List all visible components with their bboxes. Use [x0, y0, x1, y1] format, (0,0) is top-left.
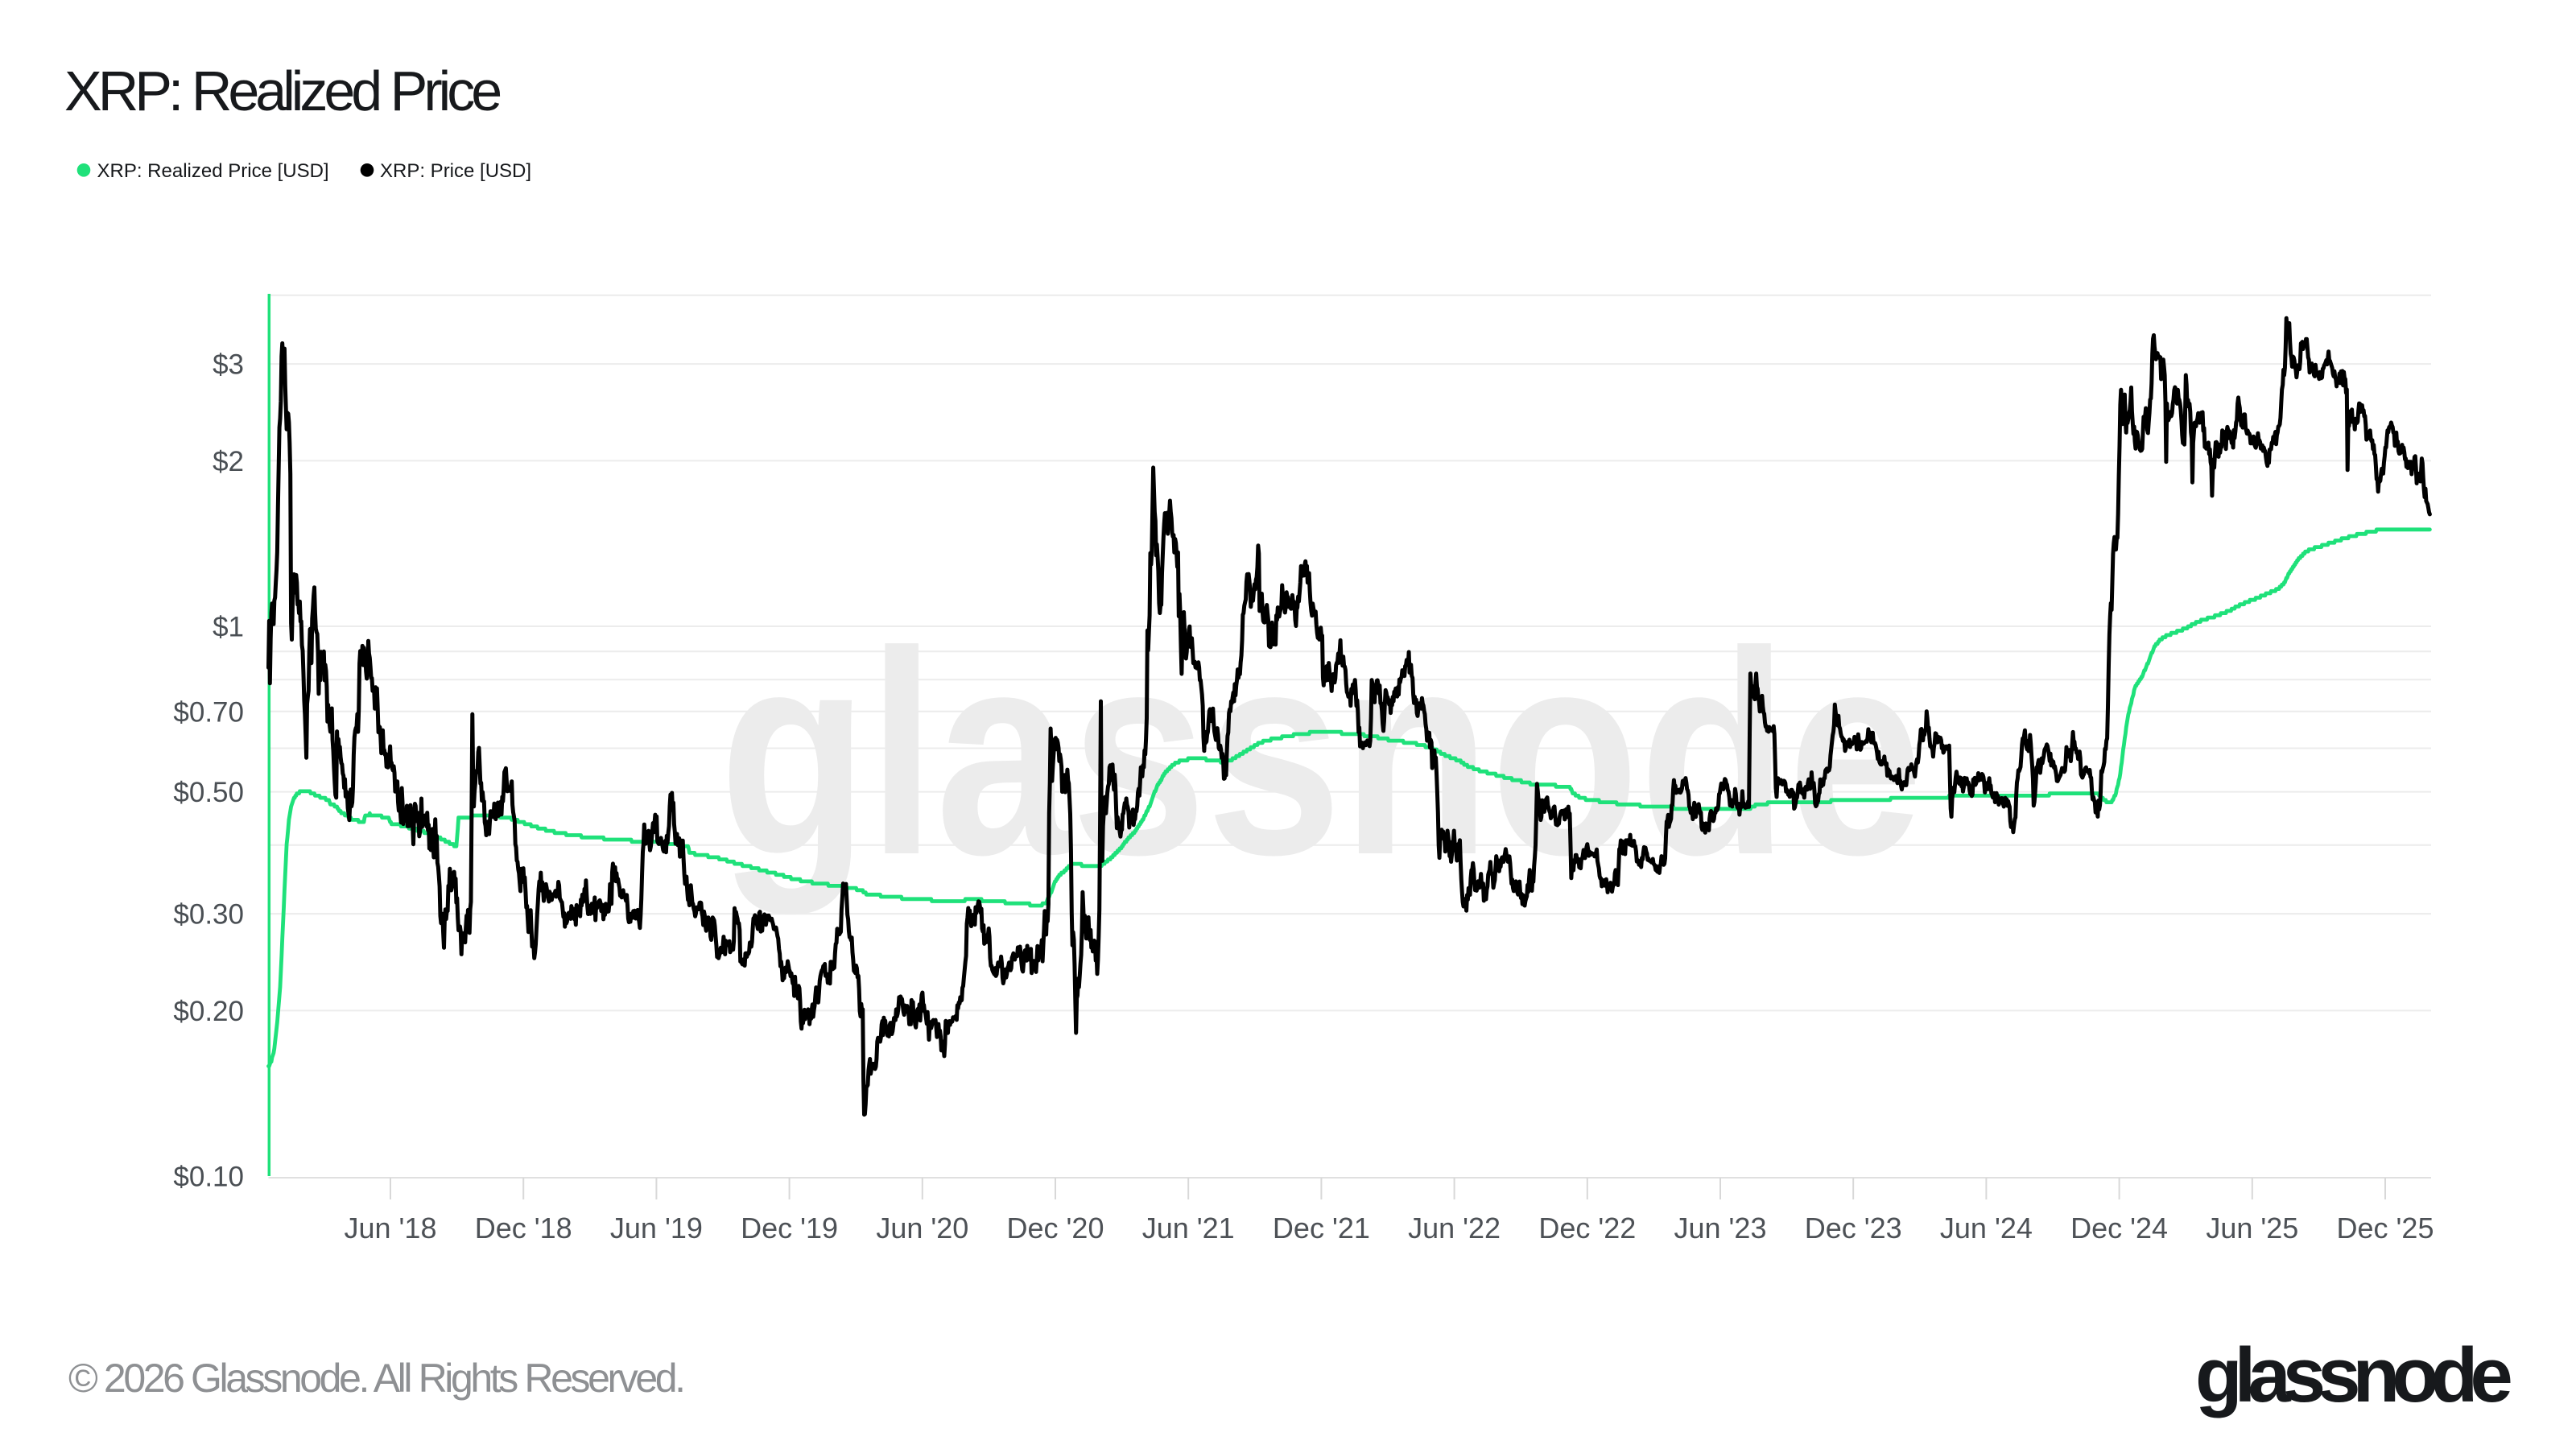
svg-text:Dec '21: Dec '21 [1273, 1212, 1370, 1245]
svg-text:$0.20: $0.20 [173, 996, 244, 1027]
svg-text:$0.30: $0.30 [173, 899, 244, 931]
svg-text:$2: $2 [213, 446, 244, 477]
svg-text:Dec '24: Dec '24 [2070, 1212, 2168, 1245]
svg-text:Jun '24: Jun '24 [1940, 1212, 2033, 1245]
svg-text:Jun '21: Jun '21 [1142, 1212, 1235, 1245]
svg-text:$0.50: $0.50 [173, 777, 244, 808]
svg-text:Jun '18: Jun '18 [345, 1212, 437, 1245]
svg-text:Jun '19: Jun '19 [610, 1212, 703, 1245]
svg-text:Dec '22: Dec '22 [1538, 1212, 1636, 1245]
svg-text:© 2026 Glassnode. All Rights R: © 2026 Glassnode. All Rights Reserved. [68, 1356, 683, 1401]
svg-text:Jun '20: Jun '20 [876, 1212, 968, 1245]
svg-text:Dec '25: Dec '25 [2337, 1212, 2434, 1245]
svg-text:Jun '23: Jun '23 [1674, 1212, 1767, 1245]
svg-text:$1: $1 [213, 612, 244, 643]
svg-text:Jun '25: Jun '25 [2206, 1212, 2298, 1245]
svg-text:XRP: Realized Price: XRP: Realized Price [64, 60, 500, 122]
svg-text:Jun '22: Jun '22 [1408, 1212, 1501, 1245]
svg-text:Dec '18: Dec '18 [475, 1212, 572, 1245]
svg-text:XRP: Realized Price [USD]: XRP: Realized Price [USD] [97, 160, 329, 182]
svg-text:$0.10: $0.10 [173, 1162, 244, 1193]
svg-text:$0.70: $0.70 [173, 696, 244, 728]
svg-text:Dec '19: Dec '19 [741, 1212, 838, 1245]
svg-text:Dec '20: Dec '20 [1007, 1212, 1104, 1245]
svg-text:Dec '23: Dec '23 [1805, 1212, 1902, 1245]
svg-text:glassnode: glassnode [2195, 1332, 2511, 1418]
svg-text:$3: $3 [213, 349, 244, 381]
svg-text:XRP: Price [USD]: XRP: Price [USD] [380, 160, 531, 182]
